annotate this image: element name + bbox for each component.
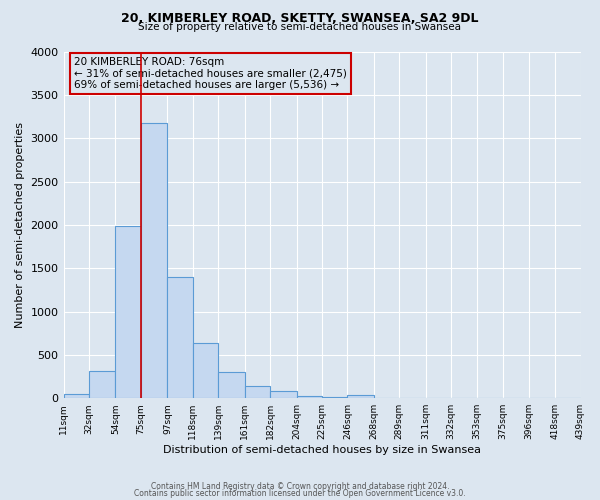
Bar [115,226,141,398]
Text: Contains HM Land Registry data © Crown copyright and database right 2024.: Contains HM Land Registry data © Crown c… [151,482,449,491]
Bar [193,342,218,398]
Bar [296,396,322,398]
Text: Size of property relative to semi-detached houses in Swansea: Size of property relative to semi-detach… [139,22,461,32]
Bar [141,124,167,398]
Text: Contains public sector information licensed under the Open Government Licence v3: Contains public sector information licen… [134,489,466,498]
Y-axis label: Number of semi-detached properties: Number of semi-detached properties [15,122,25,328]
Bar [89,372,115,398]
X-axis label: Distribution of semi-detached houses by size in Swansea: Distribution of semi-detached houses by … [163,445,481,455]
Bar [245,386,270,398]
Text: 20, KIMBERLEY ROAD, SKETTY, SWANSEA, SA2 9DL: 20, KIMBERLEY ROAD, SKETTY, SWANSEA, SA2… [121,12,479,26]
Bar [270,392,296,398]
Bar [64,394,89,398]
Bar [347,395,374,398]
Bar [167,277,193,398]
Text: 20 KIMBERLEY ROAD: 76sqm
← 31% of semi-detached houses are smaller (2,475)
69% o: 20 KIMBERLEY ROAD: 76sqm ← 31% of semi-d… [74,56,347,90]
Bar [218,372,245,398]
